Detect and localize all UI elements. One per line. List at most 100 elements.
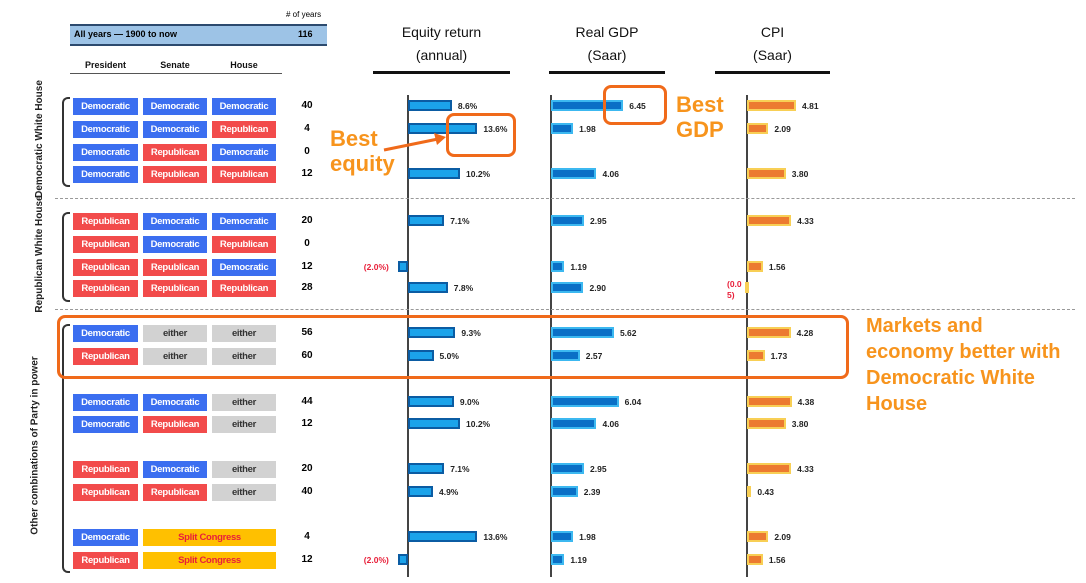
markets-box — [57, 315, 849, 379]
equity-label: 7.1% — [450, 216, 470, 226]
separator — [55, 198, 1075, 199]
cpi-bar — [747, 531, 769, 542]
senate-house-cell: Split Congress — [143, 552, 276, 569]
president-cell: Democratic — [73, 529, 138, 546]
house-cell: either — [212, 394, 276, 411]
equity-bar — [397, 261, 408, 272]
equity-label: 13.6% — [483, 124, 508, 134]
gdp-label: 4.06 — [602, 169, 620, 179]
gdp-bar — [551, 396, 619, 407]
equity-label: (2.0%) — [363, 262, 389, 272]
gdp-label: 2.95 — [590, 216, 607, 226]
gdp-bar — [551, 327, 614, 338]
equity-bar — [408, 100, 452, 111]
years-count: 12 — [301, 554, 313, 565]
cpi-label: 4.28 — [796, 328, 814, 338]
gdp-bar — [551, 486, 578, 497]
years-header: # of years — [286, 10, 322, 19]
president-cell: Republican — [73, 484, 138, 501]
group-label-rep: Republican White House — [34, 195, 45, 313]
equity-bar — [408, 350, 434, 361]
equity-bar — [408, 396, 454, 407]
gdp-label: 1.98 — [579, 532, 596, 542]
gdp-label: 2.95 — [590, 464, 607, 474]
senate-house-cell: Split Congress — [143, 529, 276, 546]
equity-label: 5.0% — [439, 351, 459, 361]
years-count: 4 — [304, 531, 310, 542]
gdp-bar — [551, 418, 597, 429]
gdp-label: 2.57 — [585, 351, 603, 361]
cpi-title-line2: (Saar) — [753, 47, 792, 63]
cpi-title-line1: CPI — [760, 24, 785, 40]
house-cell: Democratic — [212, 98, 276, 115]
cpi-label: 2.09 — [774, 124, 791, 134]
equity-label: 9.0% — [459, 397, 480, 407]
gdp-bar — [551, 123, 574, 134]
gdp-label: 2.90 — [589, 283, 607, 293]
gdp-label: 6.45 — [629, 101, 646, 111]
equity-label: 10.2% — [466, 419, 491, 429]
senate-cell: Democratic — [143, 213, 207, 230]
years-count: 0 — [304, 146, 310, 157]
cpi-bar — [747, 100, 797, 111]
cpi-title: CPI (Saar) — [715, 21, 830, 67]
cpi-label: 4.33 — [797, 464, 814, 474]
equity-label: 13.6% — [483, 532, 508, 542]
house-cell: either — [212, 348, 276, 365]
equity-bar — [408, 282, 448, 293]
equity-bar — [408, 418, 461, 429]
gdp-bar — [551, 168, 597, 179]
president-cell: Republican — [73, 552, 138, 569]
bracket-other — [62, 324, 70, 573]
president-cell: Republican — [73, 461, 138, 478]
equity-title: Equity return (annual) — [373, 21, 510, 67]
cpi-label: (0.05) — [727, 279, 742, 300]
gdp-label: 2.39 — [583, 487, 601, 497]
bracket-rep — [62, 212, 70, 302]
gdp-label: 1.19 — [570, 555, 587, 565]
equity-label: 7.1% — [450, 464, 470, 474]
cpi-bar — [747, 396, 792, 407]
president-cell: Democratic — [73, 121, 138, 138]
senate-cell: Democratic — [143, 236, 207, 253]
cpi-bar — [747, 123, 769, 134]
gdp-bar — [551, 350, 580, 361]
cpi-bar — [747, 554, 763, 565]
president-cell: Republican — [73, 236, 138, 253]
gdp-bar — [551, 531, 574, 542]
col-president: President — [84, 60, 126, 70]
gdp-underline — [549, 71, 665, 74]
president-cell: Republican — [73, 213, 138, 230]
house-cell: either — [212, 461, 276, 478]
cpi-label: 3.80 — [791, 169, 809, 179]
equity-label: 7.8% — [453, 283, 474, 293]
senate-cell: Democratic — [143, 461, 207, 478]
all-years-label: All years — 1900 to now — [74, 29, 178, 39]
cpi-label: 3.80 — [791, 419, 809, 429]
all-years-count: 116 — [298, 29, 313, 39]
president-cell: Republican — [73, 259, 138, 276]
president-cell: Democratic — [73, 394, 138, 411]
cpi-label: 1.56 — [768, 262, 786, 272]
cpi-bar — [747, 168, 786, 179]
years-count: 44 — [301, 396, 313, 407]
all-years-bar: All years — 1900 to now 116 — [70, 24, 327, 46]
equity-bar — [408, 486, 433, 497]
best-equity-annotation: Best equity — [330, 126, 395, 176]
house-cell: Republican — [212, 121, 276, 138]
equity-label: 8.6% — [457, 101, 478, 111]
senate-cell: Republican — [143, 484, 207, 501]
equity-bar — [408, 168, 461, 179]
years-count: 40 — [301, 486, 313, 497]
equity-title-line2: (annual) — [415, 47, 468, 63]
cpi-label: 4.38 — [797, 397, 815, 407]
cpi-bar — [747, 418, 786, 429]
house-cell: either — [212, 416, 276, 433]
equity-underline — [373, 71, 510, 74]
senate-cell: Republican — [143, 280, 207, 297]
group-label-other: Other combinations of Party in power — [29, 356, 41, 535]
header-underline — [70, 73, 282, 74]
years-count: 4 — [304, 123, 310, 134]
gdp-title: Real GDP (Saar) — [549, 21, 665, 67]
senate-cell: Republican — [143, 144, 207, 161]
